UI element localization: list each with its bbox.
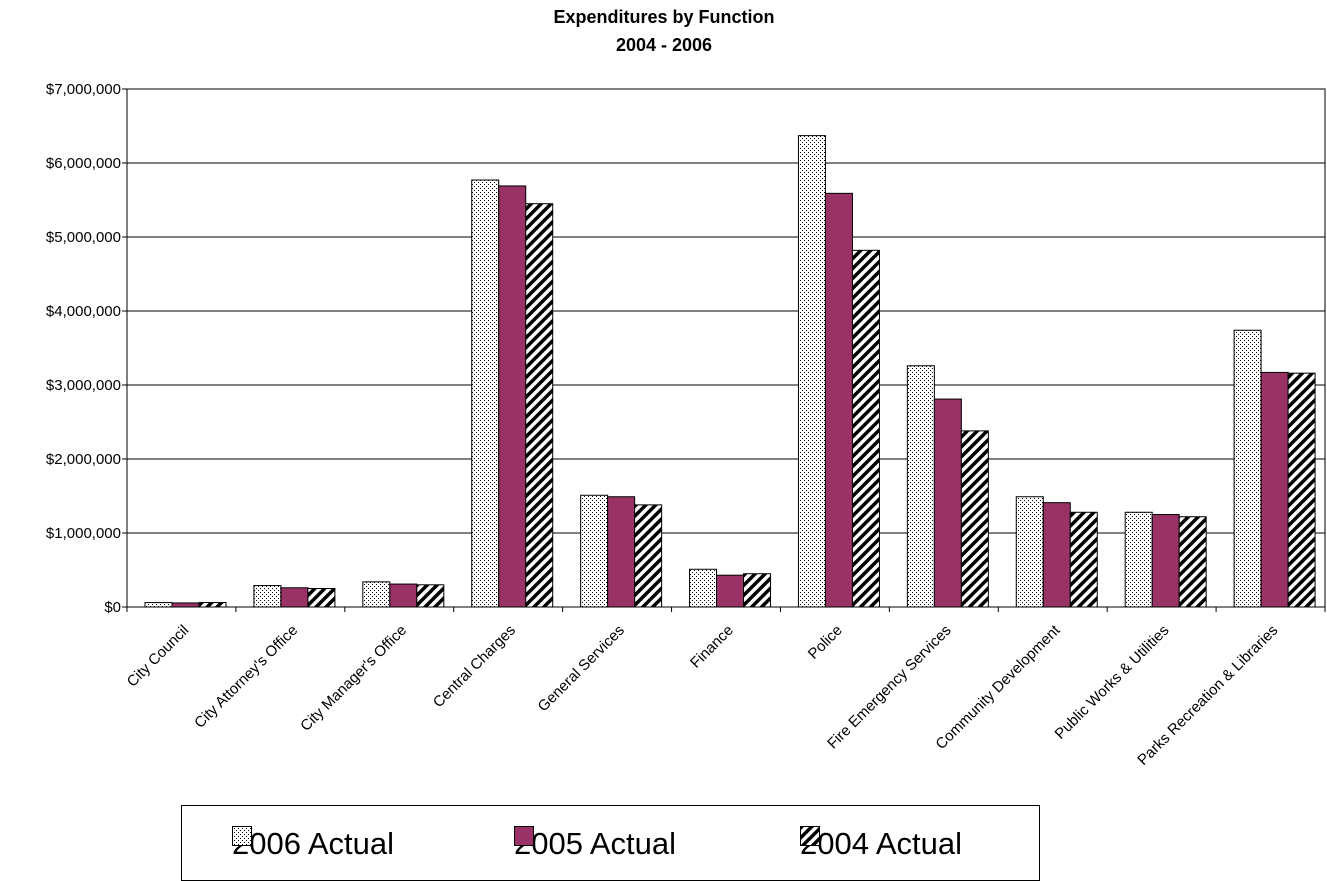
bar-2006-actual (362, 581, 391, 608)
bar-2004-actual (851, 249, 880, 608)
x-tick-label: City Manager's Office (297, 622, 410, 735)
legend-swatch-2004 (800, 826, 820, 846)
bar-2005-actual (824, 192, 853, 608)
bar-2004-actual (525, 203, 554, 608)
plot-area (126, 88, 1326, 608)
legend: 2006 Actual 2005 Actual 2004 Actual (181, 805, 1040, 881)
y-tick-label: $6,000,000 (46, 155, 121, 172)
legend-label-2004: 2004 Actual (800, 826, 963, 861)
y-tick-label: $2,000,000 (46, 451, 121, 468)
bar-2006-actual (580, 494, 609, 608)
legend-swatch-2006 (232, 826, 252, 846)
bar-2005-actual (389, 583, 418, 608)
legend-item-2004: 2004 Actual (800, 826, 962, 862)
x-tick-label: City Council (124, 622, 193, 691)
bar-2005-actual (280, 587, 309, 608)
legend-label-2006: 2006 Actual (232, 826, 395, 861)
y-tick-label: $3,000,000 (46, 377, 121, 394)
bar-2004-actual (634, 504, 663, 608)
chart-title: Expenditures by Function (553, 7, 774, 27)
x-tick-label: Central Charges (430, 622, 519, 711)
bar-2004-actual (1178, 516, 1207, 608)
bar-2004-actual (960, 430, 989, 608)
y-tick-label: $5,000,000 (46, 229, 121, 246)
bar-2006-actual (471, 179, 500, 608)
bar-2005-actual (716, 574, 745, 608)
bar-2006-actual (689, 568, 718, 608)
bar-2005-actual (498, 185, 527, 608)
bar-2005-actual (1260, 371, 1289, 608)
bar-2005-actual (1151, 514, 1180, 608)
bar-2006-actual (797, 135, 826, 608)
bar-2006-actual (253, 585, 282, 608)
bar-2006-actual (1015, 496, 1044, 608)
legend-item-2005: 2005 Actual (514, 826, 676, 862)
x-tick-label: Community Development (932, 621, 1064, 753)
x-tick-label: Finance (687, 622, 737, 672)
bar-2004-actual (1069, 511, 1098, 608)
y-tick-label: $0 (104, 599, 121, 616)
bar-2006-actual (144, 602, 173, 608)
bar-2004-actual (307, 588, 336, 608)
y-tick-label: $4,000,000 (46, 303, 121, 320)
legend-swatch-2005 (514, 826, 534, 846)
legend-label-2005: 2005 Actual (514, 826, 677, 861)
x-tick-label: City Attorney's Office (191, 622, 301, 732)
bar-2004-actual (743, 573, 772, 608)
bar-2004-actual (416, 584, 445, 608)
bar-2006-actual (1124, 511, 1153, 608)
bar-2004-actual (198, 602, 227, 608)
bar-2005-actual (1042, 502, 1071, 608)
bar-2006-actual (1233, 329, 1262, 608)
bar-2005-actual (171, 602, 200, 608)
x-tick-label: General Services (535, 622, 628, 715)
x-tick-label: Fire Emergency Services (824, 622, 955, 753)
chart-subtitle: 2004 - 2006 (616, 35, 712, 55)
x-tick-label: Public Works & Utilities (1052, 622, 1173, 743)
bar-2004-actual (1287, 372, 1316, 608)
y-tick-label: $1,000,000 (46, 525, 121, 542)
y-tick-label: $7,000,000 (46, 81, 121, 98)
bar-2005-actual (933, 398, 962, 608)
bar-2006-actual (906, 365, 935, 608)
legend-item-2006: 2006 Actual (232, 826, 394, 862)
x-tick-label: Police (805, 622, 846, 663)
bar-2005-actual (607, 496, 636, 608)
